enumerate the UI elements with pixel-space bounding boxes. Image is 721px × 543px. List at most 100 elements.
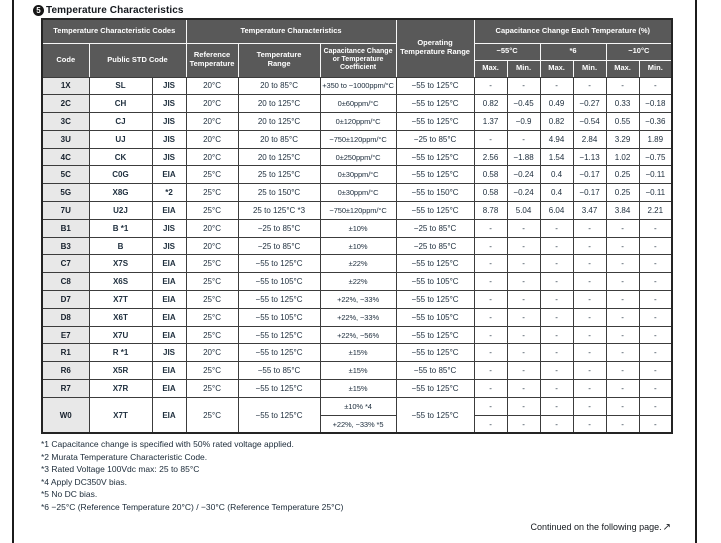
cell-std-code: X7U xyxy=(88,325,153,345)
cell-std-org: EIA xyxy=(151,396,187,434)
cell-std-org: JIS xyxy=(151,129,187,149)
cell-m10-min: - xyxy=(638,379,673,398)
cell-code: 7U xyxy=(41,201,90,220)
cell-std-code: U2J xyxy=(88,201,153,220)
cell-code: D8 xyxy=(41,307,90,327)
cell-std-code: CJ xyxy=(88,112,153,131)
cell-s6-max: 6.04 xyxy=(539,201,574,220)
cell-m10-min: −0.11 xyxy=(638,165,673,185)
cell-temp-range: −55 to 105°C xyxy=(237,272,321,292)
cell-s6-min: - xyxy=(572,218,607,238)
cell-s6-max: - xyxy=(539,236,574,256)
table-row: B3 B JIS 20°C −25 to 85°C ±10% −25 to 85°C - - - -… xyxy=(41,236,673,256)
cell-std-org: EIA xyxy=(151,201,187,220)
cell-s6-max: - xyxy=(539,272,574,292)
cell-m55-min: - xyxy=(506,290,541,309)
cell-std-code: UJ xyxy=(88,129,153,149)
cell-m10-min: - xyxy=(638,361,673,381)
cell-code: R6 xyxy=(41,361,90,381)
footnote: *6 −25°C (Reference Temperature 20°C) / … xyxy=(41,501,344,512)
cell-cap-change: +22%, −56% xyxy=(319,325,397,345)
cell-temp-range: 25 to 125°C xyxy=(237,165,321,185)
cell-m55-max: - xyxy=(473,379,508,398)
cell-std-code: X7S xyxy=(88,254,153,274)
cell-s6-max: - xyxy=(539,218,574,238)
cell-m55-min: - xyxy=(506,129,541,149)
cell-m55-max: - xyxy=(473,254,508,274)
table-row: E7 X7U EIA 25°C −55 to 125°C +22%, −56% −55 to… xyxy=(41,325,673,345)
cell-m55-min: - xyxy=(506,254,541,274)
cell-s6-min: −0.17 xyxy=(572,165,607,185)
cell-m55-min: −0.9 xyxy=(506,112,541,131)
cell-s6-max: 0.4 xyxy=(539,165,574,185)
cell-temp-range: 25 to 125°C *3 xyxy=(237,201,321,220)
cell-temp-range: −25 to 85°C xyxy=(237,218,321,238)
cell-std-org: JIS xyxy=(151,218,187,238)
table-row: D7 X7T EIA 25°C −55 to 125°C +22%, −33% −55 to… xyxy=(41,290,673,309)
cell-m55-min: 5.04 xyxy=(506,201,541,220)
header-m55-min: Min. xyxy=(506,59,541,78)
cell-temp-range: −55 to 125°C xyxy=(237,254,321,274)
cell-code: 3U xyxy=(41,129,90,149)
cell-s6-min: - xyxy=(572,396,607,416)
cell-m10-max: 0.33 xyxy=(605,94,640,114)
header-code: Code xyxy=(41,42,90,78)
header-s6-max: Max. xyxy=(539,59,574,78)
temperature-characteristics-table: Temperature Characteristic Codes Tempera… xyxy=(41,18,674,435)
cell-m10-min: −0.18 xyxy=(638,94,673,114)
cell-cap-change: +350 to −1000ppm/°C xyxy=(319,76,397,96)
cell-op-range: −55 to 125°C xyxy=(395,254,475,274)
cell-code: 4C xyxy=(41,147,90,167)
cell-m10-max: - xyxy=(605,290,640,309)
header-m55-max: Max. xyxy=(473,59,508,78)
cell-code: B1 xyxy=(41,218,90,238)
cell-std-org: EIA xyxy=(151,379,187,398)
cell-m10-max: - xyxy=(605,343,640,363)
cell-m10-min: −0.75 xyxy=(638,147,673,167)
table-header: Temperature Characteristic Codes Tempera… xyxy=(41,18,673,78)
cell-std-code: X8G xyxy=(88,183,153,203)
header-operating-temp-range: Operating Temperature Range xyxy=(395,18,475,78)
cell-std-org: JIS xyxy=(151,236,187,256)
cell-temp-range: −55 to 125°C xyxy=(237,379,321,398)
cell-std-code: SL xyxy=(88,76,153,96)
cell-m55-max: 0.58 xyxy=(473,183,508,203)
table-row: 2C CH JIS 20°C 20 to 125°C 0±60ppm/°C −55 to 1… xyxy=(41,94,673,114)
cell-m55-min: - xyxy=(506,343,541,363)
cell-std-org: EIA xyxy=(151,307,187,327)
header-sub-star6: *6 xyxy=(539,42,607,61)
cell-ref-temp: 20°C xyxy=(185,129,239,149)
header-group-characteristics: Temperature Characteristics xyxy=(185,18,397,44)
cell-m10-max: 3.29 xyxy=(605,129,640,149)
cell-std-code: X5R xyxy=(88,361,153,381)
cell-m10-min: - xyxy=(638,218,673,238)
section-heading: 5 Temperature Characteristics xyxy=(33,2,681,18)
continued-link[interactable]: Continued on the following page.↗ xyxy=(41,522,672,533)
cell-m10-max: - xyxy=(605,396,640,416)
page-edge-line-left xyxy=(12,0,14,543)
cell-ref-temp: 20°C xyxy=(185,218,239,238)
cell-s6-min: - xyxy=(572,76,607,96)
cell-code: C8 xyxy=(41,272,90,292)
table-row: 3U UJ JIS 20°C 20 to 85°C −750±120ppm/°C −25 t… xyxy=(41,129,673,149)
cell-std-code: X7T xyxy=(88,290,153,309)
cell-cap-change: +22%, −33% xyxy=(319,307,397,327)
cell-m55-max: - xyxy=(473,76,508,96)
cell-ref-temp: 20°C xyxy=(185,236,239,256)
cell-code: B3 xyxy=(41,236,90,256)
cell-cap-change: ±10% xyxy=(319,236,397,256)
cell-m55-min: - xyxy=(506,379,541,398)
cell-std-code: C0G xyxy=(88,165,153,185)
table-row: 7U U2J EIA 25°C 25 to 125°C *3 −750±120ppm/°C… xyxy=(41,201,673,220)
cell-code: 5G xyxy=(41,183,90,203)
cell-op-range: −55 to 85°C xyxy=(395,361,475,381)
cell-m55-max: - xyxy=(473,218,508,238)
cell-temp-range: −55 to 105°C xyxy=(237,307,321,327)
cell-m55-min: - xyxy=(506,307,541,327)
cell-m55-max: - xyxy=(473,361,508,381)
cell-m55-min: −0.45 xyxy=(506,94,541,114)
cell-code: C7 xyxy=(41,254,90,274)
table-row: C7 X7S EIA 25°C −55 to 125°C ±22% −55 to 125°C… xyxy=(41,254,673,274)
cell-std-org: EIA xyxy=(151,325,187,345)
